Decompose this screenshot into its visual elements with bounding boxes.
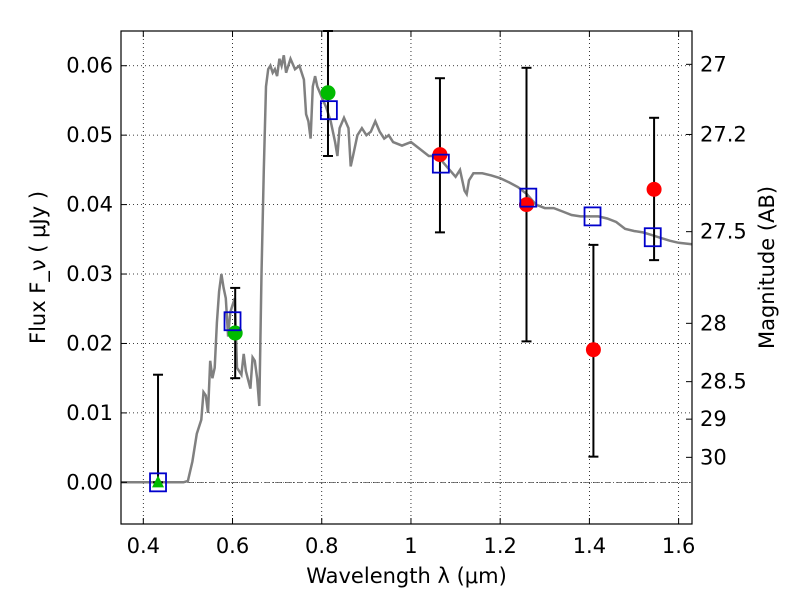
observed-point bbox=[646, 181, 662, 197]
model-point bbox=[319, 100, 338, 121]
observed-point bbox=[320, 85, 336, 101]
magnitude-tick-label: 28.5 bbox=[700, 370, 747, 394]
x-tick-label: 1.2 bbox=[483, 534, 516, 558]
magnitude-tick-label: 28 bbox=[700, 311, 727, 335]
model-point bbox=[643, 227, 662, 248]
model-photometry-points bbox=[149, 100, 662, 493]
y-tick-label: 0.06 bbox=[66, 54, 113, 78]
observed-point bbox=[585, 342, 601, 358]
model-point bbox=[149, 472, 167, 493]
magnitude-tick-label: 30 bbox=[700, 445, 727, 469]
observed-points bbox=[152, 85, 662, 488]
y-tick-label: 0.04 bbox=[66, 193, 113, 217]
observed-point bbox=[227, 325, 243, 341]
magnitude-axis-label: Magnitude (AB) bbox=[755, 186, 779, 349]
y-axis-label: Flux F_ν ( μJy ) bbox=[26, 191, 51, 344]
x-tick-label: 1 bbox=[404, 534, 417, 558]
y-tick-label: 0.05 bbox=[66, 123, 113, 147]
y-tick-label: 0.00 bbox=[66, 470, 113, 494]
observed-point-triangle bbox=[152, 475, 165, 488]
magnitude-tick-label: 29 bbox=[700, 407, 727, 431]
x-axis-label: Wavelength λ (μm) bbox=[306, 564, 507, 588]
model-point bbox=[223, 311, 242, 332]
model-spectrum-line bbox=[121, 55, 693, 484]
x-tick-label: 0.6 bbox=[216, 534, 249, 558]
x-tick-label: 0.8 bbox=[305, 534, 338, 558]
x-tick-label: 1.6 bbox=[662, 534, 695, 558]
magnitude-tick-label: 27 bbox=[700, 52, 727, 76]
magnitude-tick-label: 27.5 bbox=[700, 220, 747, 244]
x-tick-label: 1.4 bbox=[573, 534, 606, 558]
y-axis-ticks: 0.00 0.01 0.02 0.03 0.04 0.05 0.06 bbox=[66, 54, 127, 494]
error-bars bbox=[153, 30, 660, 484]
x-axis-ticks: 0.4 0.6 0.8 1 1.2 1.4 1.6 bbox=[127, 31, 695, 558]
y-tick-label: 0.01 bbox=[66, 401, 113, 425]
model-point bbox=[583, 206, 602, 227]
magnitude-tick-label: 27.2 bbox=[700, 122, 747, 146]
observed-point bbox=[518, 197, 534, 213]
y-tick-label: 0.02 bbox=[66, 331, 113, 355]
x-tick-label: 0.4 bbox=[127, 534, 160, 558]
model-point bbox=[431, 153, 450, 174]
magnitude-axis-ticks: 27 27.2 27.5 28 28.5 29 30 bbox=[686, 52, 747, 469]
model-point bbox=[519, 187, 538, 208]
y-tick-label: 0.03 bbox=[66, 262, 113, 286]
grid bbox=[121, 31, 692, 524]
plot-frame bbox=[120, 30, 693, 525]
